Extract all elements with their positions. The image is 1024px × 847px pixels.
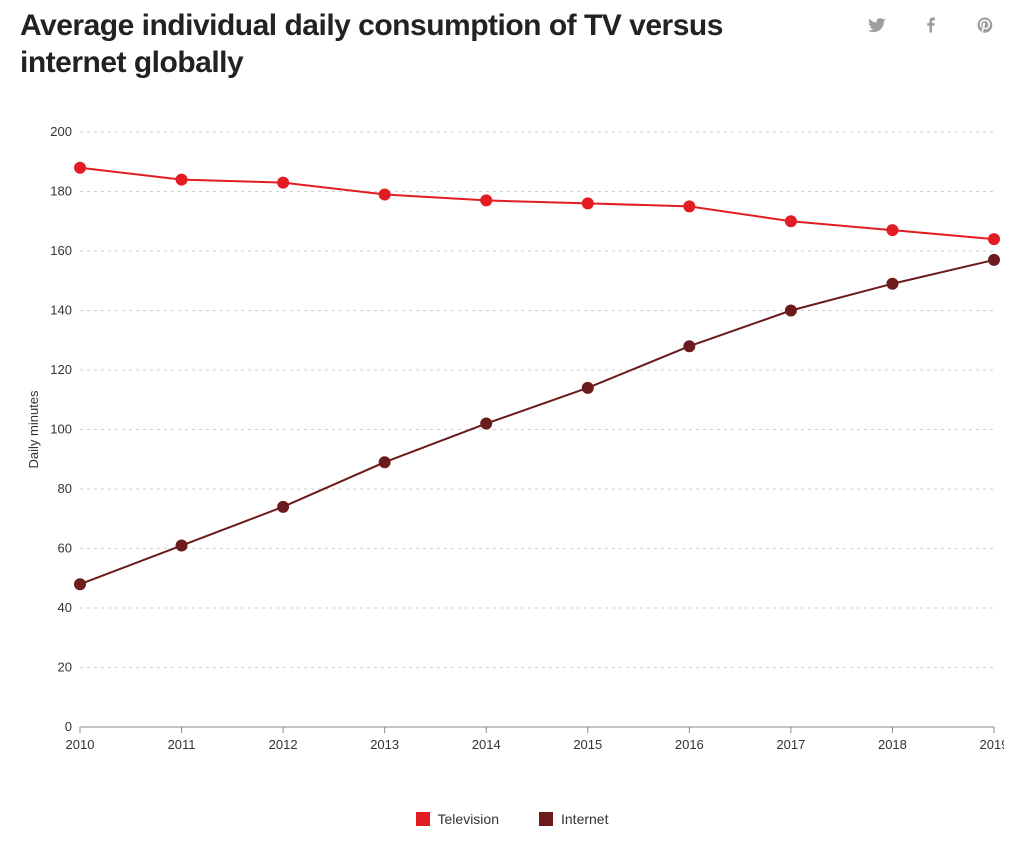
series-point-television [988,233,1000,245]
x-tick-label: 2012 [269,737,298,752]
series-point-internet [886,278,898,290]
series-point-television [176,174,188,186]
series-point-internet [988,254,1000,266]
series-point-television [683,200,695,212]
series-point-internet [379,456,391,468]
legend-swatch-television [416,812,430,826]
x-tick-label: 2018 [878,737,907,752]
x-tick-label: 2017 [776,737,805,752]
y-axis-label: Daily minutes [26,390,41,469]
header-row: Average individual daily consumption of … [20,8,1004,81]
y-tick-label: 60 [58,541,72,556]
chart-container: Average individual daily consumption of … [0,0,1024,847]
y-tick-label: 100 [50,422,72,437]
series-point-internet [785,305,797,317]
series-point-internet [480,418,492,430]
y-tick-label: 80 [58,481,72,496]
x-tick-label: 2013 [370,737,399,752]
x-tick-label: 2016 [675,737,704,752]
y-tick-label: 0 [65,719,72,734]
series-point-television [74,162,86,174]
legend-item-television: Television [416,811,499,827]
series-line-internet [80,260,994,584]
y-tick-label: 120 [50,362,72,377]
y-tick-label: 160 [50,243,72,258]
pinterest-icon[interactable] [976,16,994,34]
y-tick-label: 200 [50,124,72,139]
series-point-internet [277,501,289,513]
series-point-television [480,194,492,206]
series-point-television [582,197,594,209]
x-tick-label: 2019 [980,737,1004,752]
x-tick-label: 2010 [66,737,95,752]
y-tick-label: 140 [50,303,72,318]
series-point-television [277,177,289,189]
share-icons [868,8,1004,34]
series-point-television [379,188,391,200]
y-tick-label: 180 [50,184,72,199]
series-point-television [785,215,797,227]
legend: Television Internet [0,811,1024,827]
series-point-television [886,224,898,236]
legend-label-internet: Internet [561,811,608,827]
twitter-icon[interactable] [868,16,886,34]
legend-label-television: Television [438,811,499,827]
line-chart: 0 20 40 60 80 100 120 140 160 180 200 2010 2011 2012 2… [20,120,1004,797]
facebook-icon[interactable] [922,16,940,34]
series-point-internet [176,540,188,552]
y-tick-label: 40 [58,600,72,615]
x-tick-label: 2011 [168,737,196,752]
legend-swatch-internet [539,812,553,826]
series-point-internet [74,578,86,590]
series-line-television [80,168,994,239]
x-tick-label: 2015 [573,737,602,752]
chart-title: Average individual daily consumption of … [20,8,800,81]
series-point-internet [683,340,695,352]
chart-area: 0 20 40 60 80 100 120 140 160 180 200 2010 2011 2012 2… [20,120,1004,797]
series-point-internet [582,382,594,394]
legend-item-internet: Internet [539,811,608,827]
x-tick-label: 2014 [472,737,501,752]
y-tick-label: 20 [58,660,72,675]
